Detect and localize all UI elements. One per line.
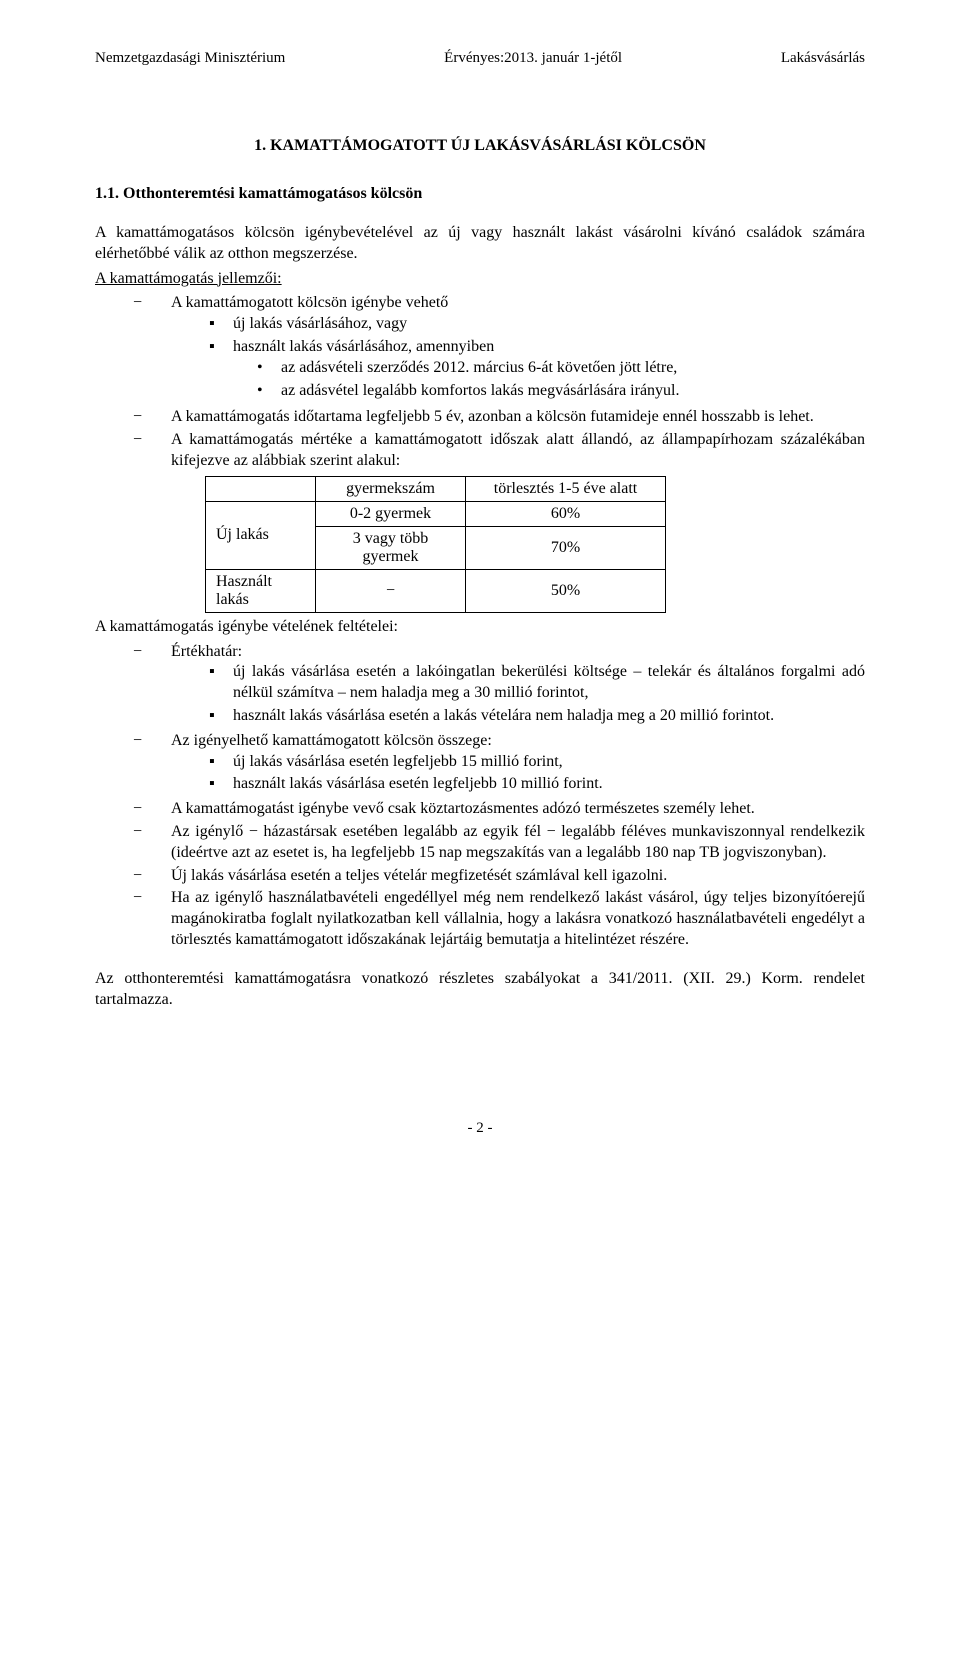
page-header: Nemzetgazdasági Minisztérium Érvényes:20…	[95, 50, 865, 67]
features-list: − A kamattámogatott kölcsön igénybe vehe…	[95, 293, 865, 471]
dash-icon: −	[133, 430, 171, 472]
closing-paragraph: Az otthonteremtési kamattámogatásra vona…	[95, 969, 865, 1011]
features-heading: A kamattámogatás jellemzői:	[95, 269, 865, 290]
list-item: − Az igénylő − házastársak esetében lega…	[133, 822, 865, 864]
table-row: Új lakás 0-2 gyermek 60%	[206, 501, 666, 526]
list-item: ▪ új lakás vásárlása esetén legfeljebb 1…	[209, 752, 865, 773]
bullet-icon: •	[257, 381, 281, 402]
sublist: ▪ új lakás vásárlása esetén a lakóingatl…	[171, 662, 865, 726]
bullet-icon: •	[257, 358, 281, 379]
dash-icon: −	[133, 888, 171, 950]
list-item-text: Az igényelhető kamattámogatott kölcsön ö…	[171, 731, 865, 797]
list-item-text: Értékhatár: ▪ új lakás vásárlása esetén …	[171, 642, 865, 729]
list-item: − A kamattámogatás mértéke a kamattámoga…	[133, 430, 865, 472]
list-item-text: használt lakás vásárlásához, amennyiben …	[233, 337, 865, 403]
list-item: − Az igényelhető kamattámogatott kölcsön…	[133, 731, 865, 797]
page-title: 1. KAMATTÁMOGATOTT ÚJ LAKÁSVÁSÁRLÁSI KÖL…	[95, 137, 865, 155]
square-icon: ▪	[209, 752, 233, 773]
dash-icon: −	[133, 731, 171, 797]
table-cell: 60%	[466, 501, 666, 526]
dash-icon: −	[133, 866, 171, 887]
list-item: − A kamattámogatást igénybe vevő csak kö…	[133, 799, 865, 820]
list-item: ▪ használt lakás vásárlásához, amennyibe…	[209, 337, 865, 403]
square-icon: ▪	[209, 774, 233, 795]
dash-icon: −	[133, 293, 171, 405]
list-item: − Értékhatár: ▪ új lakás vásárlása eseté…	[133, 642, 865, 729]
table-header-cell: törlesztés 1-5 éve alatt	[466, 476, 666, 501]
rate-table: gyermekszám törlesztés 1-5 éve alatt Új …	[205, 476, 666, 613]
header-left: Nemzetgazdasági Minisztérium	[95, 50, 285, 67]
sublist: ▪ új lakás vásárlása esetén legfeljebb 1…	[171, 752, 865, 796]
table-row: gyermekszám törlesztés 1-5 éve alatt	[206, 476, 666, 501]
square-icon: ▪	[209, 337, 233, 403]
sublist: ▪ új lakás vásárlásához, vagy ▪ használt…	[171, 314, 865, 403]
list-item: − Új lakás vásárlása esetén a teljes vét…	[133, 866, 865, 887]
dash-icon: −	[133, 799, 171, 820]
dash-icon: −	[133, 407, 171, 428]
list-item: − Ha az igénylő használatbavételi engedé…	[133, 888, 865, 950]
table-header-cell: gyermekszám	[316, 476, 466, 501]
square-icon: ▪	[209, 706, 233, 727]
dash-icon: −	[133, 822, 171, 864]
table-cell: Új lakás	[206, 501, 316, 569]
conditions-heading: A kamattámogatás igénybe vételének felté…	[95, 617, 865, 638]
list-item: − A kamattámogatás időtartama legfeljebb…	[133, 407, 865, 428]
dash-icon: −	[133, 642, 171, 729]
table-cell: 0-2 gyermek	[316, 501, 466, 526]
list-item: ▪ új lakás vásárlása esetén a lakóingatl…	[209, 662, 865, 704]
header-right: Lakásvásárlás	[781, 50, 865, 67]
table-cell: Használt lakás	[206, 569, 316, 612]
table-row: Használt lakás − 50%	[206, 569, 666, 612]
list-item: • az adásvétel legalább komfortos lakás …	[257, 381, 865, 402]
table-cell: 50%	[466, 569, 666, 612]
table-cell: 70%	[466, 526, 666, 569]
intro-paragraph: A kamattámogatásos kölcsön igénybevételé…	[95, 223, 865, 265]
list-item: • az adásvételi szerződés 2012. március …	[257, 358, 865, 379]
list-item: ▪ használt lakás vásárlása esetén a laká…	[209, 706, 865, 727]
list-item-text: A kamattámogatott kölcsön igénybe vehető…	[171, 293, 865, 405]
square-icon: ▪	[209, 314, 233, 335]
list-item: − A kamattámogatott kölcsön igénybe vehe…	[133, 293, 865, 405]
conditions-list: − Értékhatár: ▪ új lakás vásárlása eseté…	[95, 642, 865, 951]
table-cell	[206, 476, 316, 501]
list-item: ▪ új lakás vásárlásához, vagy	[209, 314, 865, 335]
table-cell: −	[316, 569, 466, 612]
page-number: - 2 -	[95, 1120, 865, 1137]
section-subtitle: 1.1. Otthonteremtési kamattámogatásos kö…	[95, 185, 865, 203]
square-icon: ▪	[209, 662, 233, 704]
subsublist: • az adásvételi szerződés 2012. március …	[233, 358, 865, 402]
list-item: ▪ használt lakás vásárlása esetén legfel…	[209, 774, 865, 795]
table-cell: 3 vagy több gyermek	[316, 526, 466, 569]
header-center: Érvényes:2013. január 1-jétől	[444, 50, 622, 67]
